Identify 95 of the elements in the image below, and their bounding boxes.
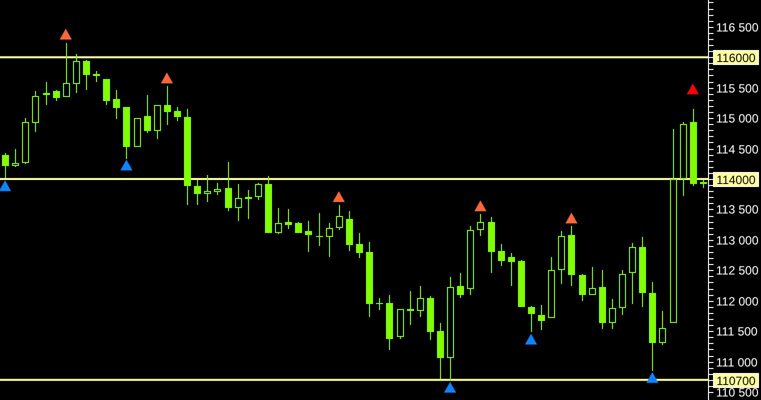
candlestick bbox=[225, 162, 232, 212]
candlestick bbox=[670, 128, 677, 323]
candlestick bbox=[579, 274, 586, 302]
candlestick bbox=[63, 42, 70, 97]
point bbox=[474, 200, 486, 212]
y-tick-label: 114 500 bbox=[716, 142, 759, 156]
candlestick bbox=[316, 212, 323, 246]
candlestick bbox=[437, 322, 444, 380]
candlestick bbox=[113, 90, 120, 120]
candlestick bbox=[73, 54, 80, 94]
candlestick bbox=[649, 282, 656, 372]
candlestick bbox=[407, 290, 414, 326]
candlestick bbox=[356, 232, 363, 258]
candlestick bbox=[174, 106, 181, 122]
candlestick bbox=[477, 214, 484, 236]
point bbox=[0, 180, 12, 192]
candlestick bbox=[447, 276, 454, 382]
candlestick bbox=[245, 190, 252, 220]
candlestick bbox=[255, 182, 262, 200]
candlestick bbox=[235, 184, 242, 222]
y-tick-label: 110 500 bbox=[716, 386, 759, 400]
candlestick bbox=[12, 148, 19, 168]
candlestick bbox=[53, 90, 60, 102]
y-tick-label: 111 000 bbox=[716, 356, 758, 370]
point bbox=[120, 160, 132, 170]
candlestick bbox=[184, 108, 191, 206]
candlestick bbox=[518, 260, 525, 307]
candlestick bbox=[397, 309, 404, 340]
candlestick bbox=[93, 70, 100, 82]
candlestick bbox=[83, 60, 90, 90]
ref-line-label: 116000 bbox=[716, 51, 756, 65]
candlestick bbox=[2, 152, 9, 178]
y-tick-label: 111 500 bbox=[716, 324, 758, 338]
candlestick bbox=[123, 107, 130, 160]
candlestick bbox=[285, 208, 292, 230]
ref-line-label: 110700 bbox=[716, 374, 756, 388]
candlestick bbox=[346, 210, 353, 252]
candlestick bbox=[214, 182, 221, 196]
candlestick bbox=[43, 82, 50, 106]
candlestick bbox=[548, 256, 555, 318]
candlestick bbox=[538, 304, 545, 330]
candlestick bbox=[488, 216, 495, 274]
candlestick bbox=[32, 90, 39, 132]
candlestick bbox=[528, 306, 535, 332]
ref-line-label: 114000 bbox=[716, 173, 756, 187]
candlestick bbox=[134, 118, 141, 147]
candlestick bbox=[589, 266, 596, 295]
point bbox=[646, 372, 658, 383]
candlestick bbox=[154, 105, 161, 140]
candlestick bbox=[194, 180, 201, 206]
candlestick bbox=[690, 108, 697, 186]
candlestick bbox=[700, 180, 707, 188]
candlestick bbox=[457, 272, 464, 298]
candlestick bbox=[467, 226, 474, 296]
candlestick bbox=[275, 208, 282, 234]
point bbox=[444, 382, 456, 393]
point bbox=[160, 72, 173, 84]
candlestick bbox=[558, 230, 565, 284]
candlestick bbox=[659, 310, 666, 346]
candlestick bbox=[295, 222, 302, 233]
candlestick bbox=[305, 220, 312, 252]
y-tick-label: 116 500 bbox=[716, 20, 759, 34]
candlestick bbox=[386, 294, 393, 350]
candlestick bbox=[376, 298, 383, 310]
y-tick-label: 113 000 bbox=[716, 234, 759, 248]
point bbox=[686, 84, 699, 94]
candlestick bbox=[164, 86, 171, 126]
candlestick bbox=[204, 174, 211, 202]
candlestick bbox=[498, 244, 505, 266]
candlestick bbox=[508, 252, 515, 286]
point bbox=[525, 334, 537, 345]
candlestick bbox=[427, 296, 434, 340]
y-tick-label: 113 500 bbox=[716, 202, 759, 216]
point bbox=[565, 212, 578, 224]
y-tick-label: 112 000 bbox=[716, 294, 759, 308]
candlestick bbox=[336, 204, 343, 230]
candlestick bbox=[22, 118, 29, 164]
candlestick bbox=[144, 94, 151, 134]
candlestick bbox=[639, 236, 646, 308]
y-tick-label: 112 500 bbox=[716, 264, 759, 278]
point bbox=[332, 191, 345, 202]
candlestick bbox=[680, 122, 687, 196]
candlestick bbox=[599, 270, 606, 330]
y-tick-label: 115 000 bbox=[716, 112, 759, 126]
candlestick bbox=[265, 176, 272, 233]
candlestick bbox=[609, 298, 616, 330]
candlestick bbox=[326, 222, 333, 258]
candlestick bbox=[366, 242, 373, 318]
point bbox=[60, 28, 72, 40]
candlestick bbox=[619, 270, 626, 316]
y-tick-label: 115 500 bbox=[716, 82, 759, 96]
candlestick bbox=[417, 286, 424, 318]
candlestick bbox=[629, 242, 636, 304]
candlestick bbox=[568, 226, 575, 286]
candlestick bbox=[103, 79, 110, 106]
